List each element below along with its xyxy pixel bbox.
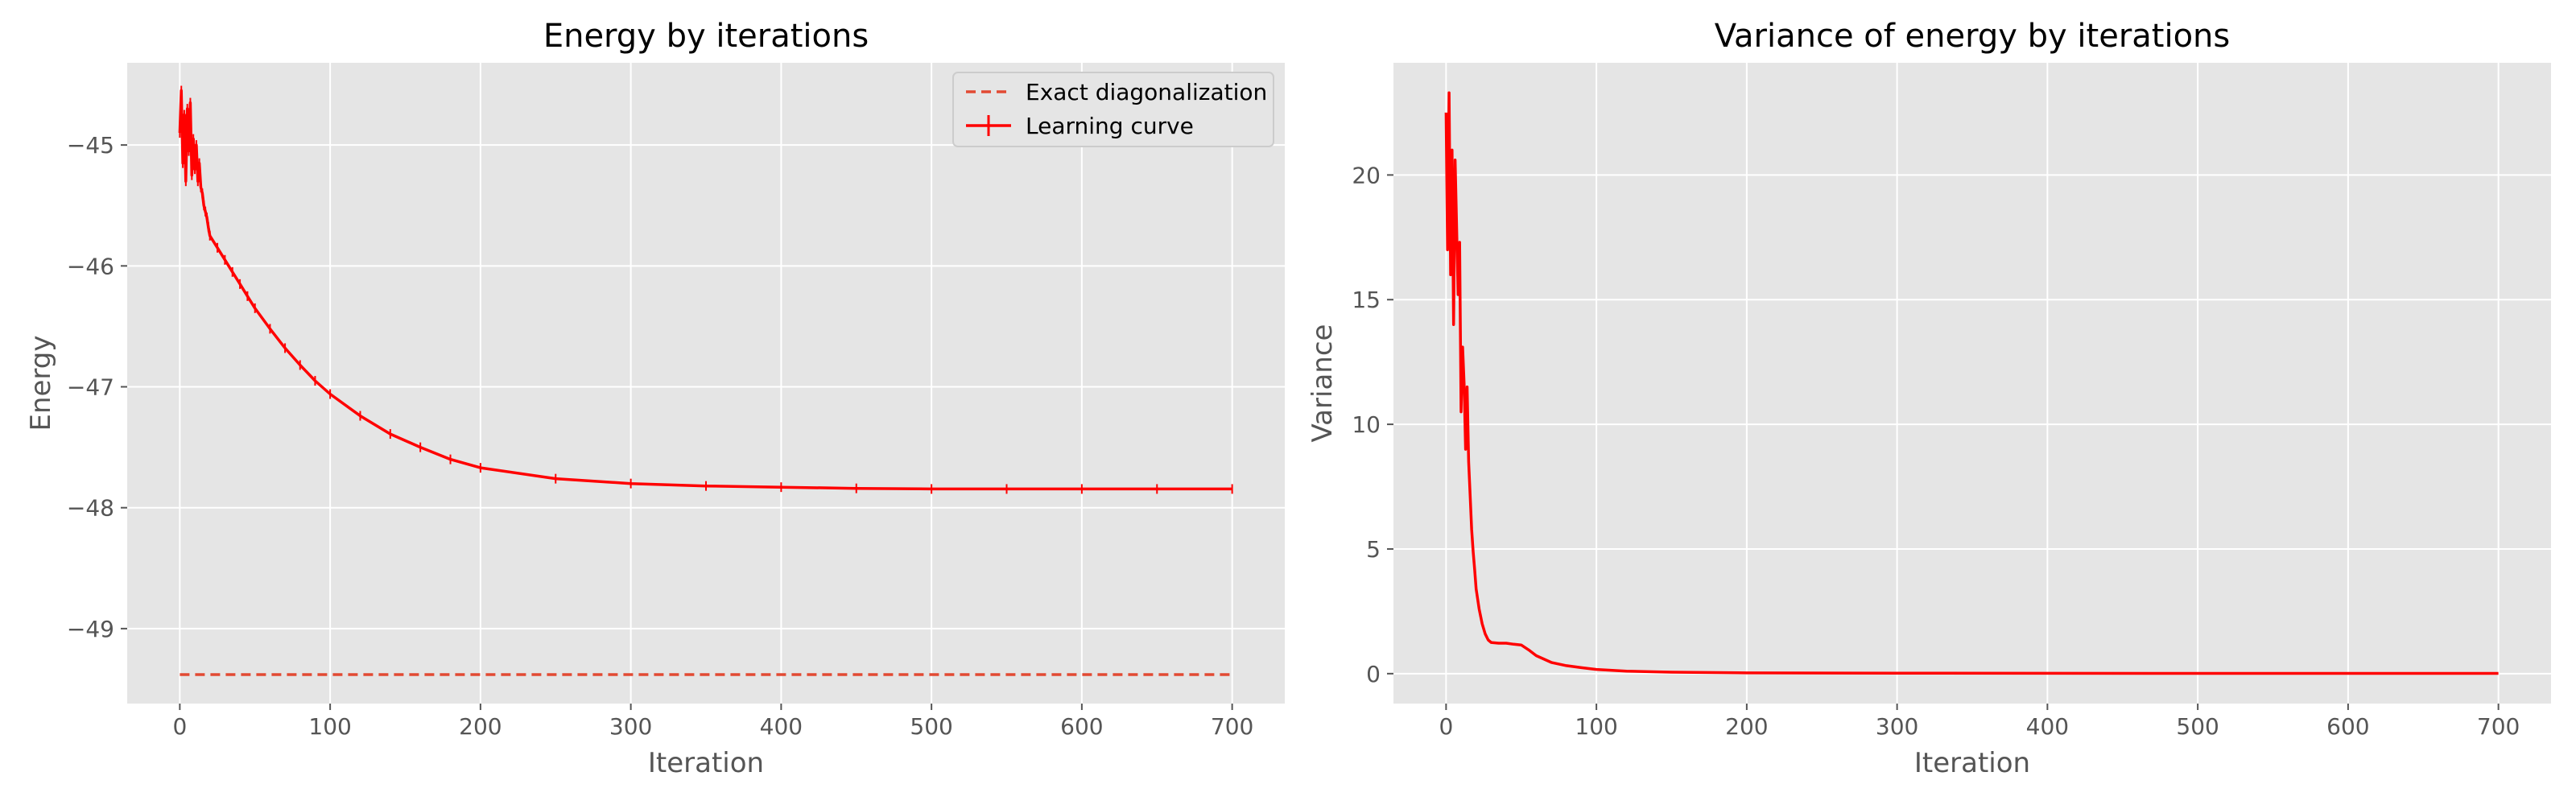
variance-x-tick-label: 600 — [2326, 713, 2369, 740]
variance-x-tick-label: 700 — [2477, 713, 2520, 740]
variance-y-ticks: 0 5 10 15 20 — [1352, 162, 1393, 687]
energy-x-tick-label: 600 — [1060, 713, 1103, 740]
energy-x-tick-label: 0 — [172, 713, 187, 740]
energy-legend: Exact diagonalization Learning curve — [952, 72, 1274, 147]
variance-x-tick-label: 200 — [1725, 713, 1768, 740]
energy-y-ticks: −49 −48 −47 −46 −45 — [67, 132, 127, 642]
variance-y-axis-label: Variance — [1307, 324, 1339, 443]
variance-y-tick-label: 10 — [1352, 411, 1381, 438]
variance-plot-area — [1393, 63, 2551, 704]
legend-learning-label: Learning curve — [1026, 113, 1194, 139]
energy-y-tick-label: −49 — [67, 616, 114, 642]
energy-y-tick-label: −47 — [67, 374, 114, 401]
variance-y-tick-label: 0 — [1366, 661, 1381, 687]
energy-y-tick-label: −48 — [67, 495, 114, 522]
legend-box — [952, 72, 1274, 147]
legend-exact-label: Exact diagonalization — [1026, 79, 1267, 105]
energy-x-tick-label: 100 — [308, 713, 351, 740]
variance-chart-title: Variance of energy by iterations — [1715, 18, 2230, 55]
energy-x-tick-label: 700 — [1211, 713, 1253, 740]
energy-y-axis-label: Energy — [25, 335, 57, 431]
energy-x-tick-label: 400 — [760, 713, 803, 740]
variance-x-tick-label: 100 — [1575, 713, 1617, 740]
energy-y-tick-label: −46 — [67, 253, 114, 279]
variance-y-tick-label: 20 — [1352, 162, 1381, 188]
energy-x-tick-label: 500 — [910, 713, 952, 740]
variance-series-line-0 — [1444, 91, 2499, 675]
variance-y-tick-label: 5 — [1366, 536, 1381, 563]
variance-series — [1444, 91, 2499, 675]
variance-x-tick-label: 0 — [1439, 713, 1453, 740]
energy-panel: 0 100 200 300 400 500 600 700 −49 −48 −47 −46 −45 E… — [25, 18, 1285, 779]
energy-chart-title: Energy by iterations — [543, 18, 869, 55]
energy-plot-area — [127, 63, 1285, 704]
energy-x-tick-label: 200 — [459, 713, 502, 740]
variance-x-tick-label: 500 — [2176, 713, 2219, 740]
variance-panel: 0 100 200 300 400 500 600 700 0 5 10 15 20 Variance… — [1307, 18, 2551, 779]
variance-y-tick-label: 15 — [1352, 287, 1381, 313]
energy-y-tick-label: −45 — [67, 132, 114, 159]
energy-x-tick-label: 300 — [609, 713, 652, 740]
variance-x-axis-label: Iteration — [1914, 747, 2030, 779]
variance-x-ticks: 0 100 200 300 400 500 600 700 — [1439, 704, 2520, 740]
energy-series — [178, 85, 1233, 676]
variance-x-tick-label: 300 — [1876, 713, 1918, 740]
variance-x-tick-label: 400 — [2026, 713, 2069, 740]
energy-x-axis-label: Iteration — [648, 747, 764, 779]
energy-x-ticks: 0 100 200 300 400 500 600 700 — [172, 704, 1253, 740]
